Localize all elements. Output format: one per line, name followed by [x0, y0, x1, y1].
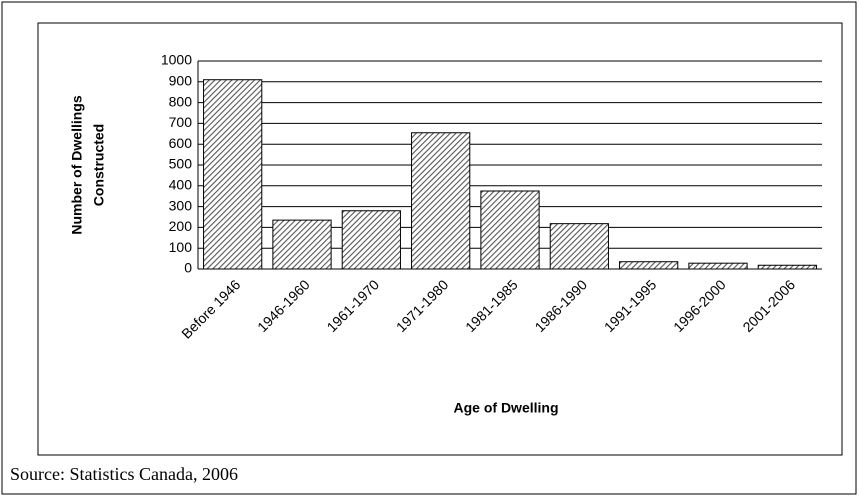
y-tick-label: 1000	[161, 52, 192, 68]
x-tick-label: 1991-1995	[601, 276, 660, 335]
chart-frame	[37, 22, 843, 456]
source-note: Source: Statistics Canada, 2006	[10, 464, 238, 484]
y-tick-label: 500	[169, 156, 193, 172]
bar	[688, 262, 748, 270]
x-axis-title: Age of Dwelling	[454, 400, 559, 416]
y-tick-label: 0	[184, 260, 192, 276]
x-tick-label: Before 1946	[178, 276, 243, 341]
x-tick-label: 1986-1990	[531, 276, 590, 335]
y-axis-title: Constructed	[91, 124, 107, 206]
y-tick-label: 200	[169, 218, 193, 234]
y-tick-label: 800	[169, 93, 193, 109]
x-tick-label: 1961-1970	[323, 276, 382, 335]
y-tick-label: 900	[169, 73, 193, 89]
bar	[549, 223, 609, 270]
bar	[619, 261, 679, 270]
x-tick-label: 2001-2006	[739, 276, 798, 335]
x-tick-label: 1971-1980	[393, 276, 452, 335]
y-tick-label: 600	[169, 135, 193, 151]
x-tick-label: 1946-1960	[254, 276, 313, 335]
y-tick-label: 700	[169, 114, 193, 130]
y-tick-label: 300	[169, 197, 193, 213]
bar	[757, 264, 817, 270]
x-tick-label: 1996-2000	[670, 276, 729, 335]
bar	[480, 190, 540, 270]
y-tick-label: 400	[169, 177, 193, 193]
bar	[203, 79, 263, 270]
y-tick-label: 100	[169, 239, 193, 255]
x-tick-label: 1981-1985	[462, 276, 521, 335]
y-axis-title: Number of Dwellings	[69, 95, 85, 234]
bar	[341, 210, 401, 270]
bar	[272, 219, 332, 270]
bar	[411, 132, 471, 270]
